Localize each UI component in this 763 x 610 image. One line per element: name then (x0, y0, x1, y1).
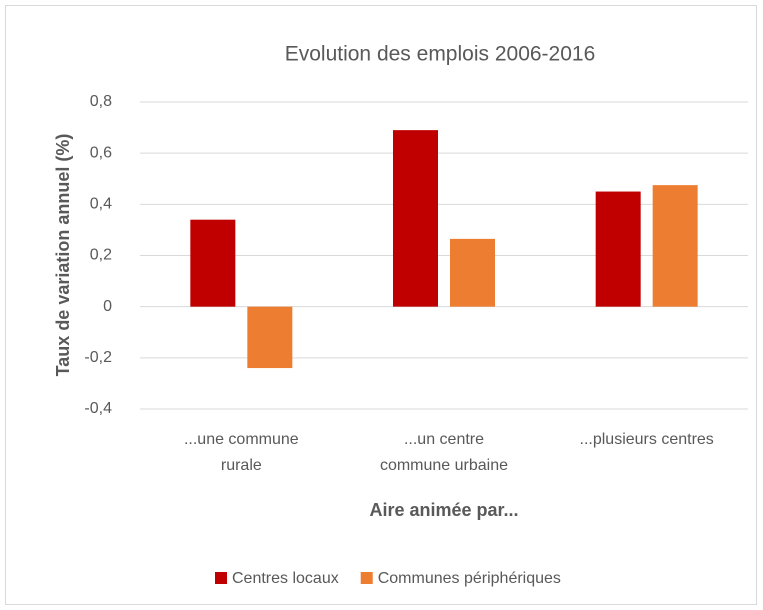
bar (190, 219, 236, 307)
y-tick-label: -0,4 (84, 400, 112, 417)
chart-title: Evolution des emplois 2006-2016 (285, 43, 596, 66)
x-tick-label: ...une commune rurale (183, 431, 299, 474)
legend-swatch (360, 572, 373, 584)
x-tick-label: ...plusieurs centres (579, 431, 714, 448)
bar (247, 306, 293, 369)
bar (652, 185, 698, 307)
x-tick-label: ...un centre commune urbaine (379, 431, 509, 474)
legend-swatch (215, 572, 227, 584)
bar (393, 130, 438, 307)
y-tick-label: 0,6 (90, 144, 112, 161)
bar (450, 238, 495, 307)
x-axis-title: Aire animée par... (369, 500, 518, 520)
legend-label: Communes périphériques (378, 570, 561, 587)
y-tick-label: 0,2 (90, 247, 112, 264)
legend-label: Centres locaux (232, 570, 339, 587)
y-axis-title: Taux de variation annuel (%) (53, 134, 73, 377)
bar (595, 191, 641, 307)
y-tick-label: 0,4 (90, 196, 112, 213)
y-tick-label: 0,8 (90, 93, 112, 110)
y-tick-label: 0 (103, 298, 112, 315)
y-tick-label: -0,2 (84, 349, 112, 366)
